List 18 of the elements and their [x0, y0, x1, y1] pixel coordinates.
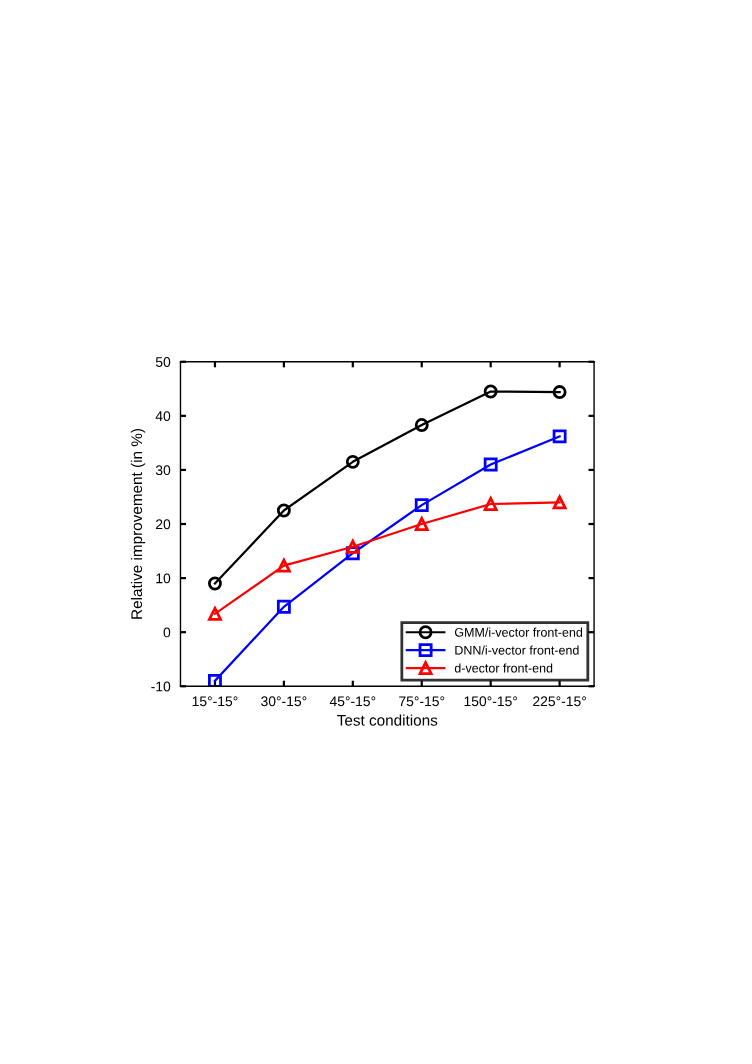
point	[483, 384, 498, 399]
point	[276, 503, 291, 518]
point	[208, 606, 222, 621]
point	[208, 576, 222, 591]
point	[208, 673, 222, 687]
point	[345, 454, 360, 469]
point	[414, 418, 429, 432]
point	[552, 385, 567, 399]
point	[345, 546, 360, 561]
point	[345, 539, 360, 554]
point	[414, 517, 429, 531]
point	[483, 457, 498, 472]
point	[552, 495, 567, 510]
point	[552, 429, 567, 444]
point	[276, 558, 291, 573]
point	[414, 498, 429, 513]
point	[483, 497, 498, 511]
point	[276, 599, 291, 614]
